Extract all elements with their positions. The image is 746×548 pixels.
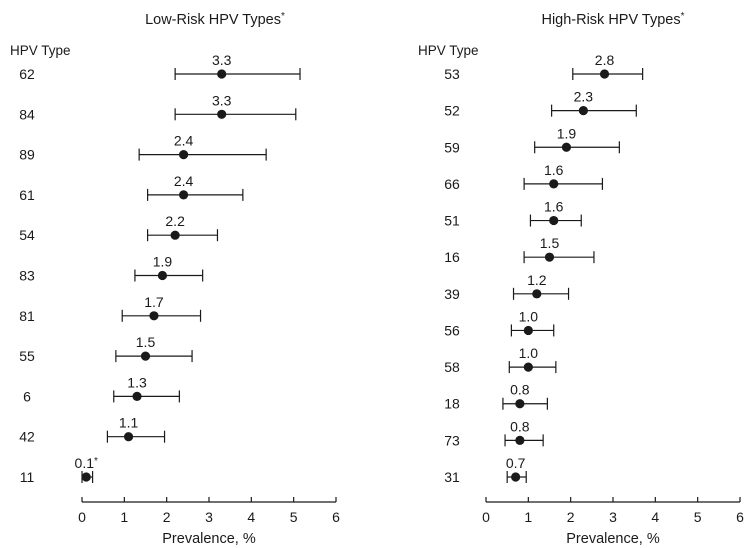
row-label: 89: [19, 147, 35, 163]
data-point: [523, 362, 533, 372]
row-label: 39: [444, 286, 460, 302]
data-label: 0.8: [510, 418, 530, 434]
data-label: 0.8: [510, 382, 530, 398]
data-label: 1.3: [127, 374, 147, 390]
row-label: 54: [19, 227, 35, 243]
data-label: 2.8: [595, 52, 615, 68]
row-label: 84: [19, 106, 35, 122]
chart-title: Low-Risk HPV Types*: [145, 11, 285, 28]
x-tick-label: 0: [482, 509, 490, 525]
data-label: 3.3: [212, 52, 232, 68]
data-point: [549, 215, 559, 226]
data-point: [179, 150, 189, 160]
data-label: 1.9: [557, 125, 577, 141]
row-label: 56: [444, 322, 460, 338]
data-point: [157, 270, 168, 281]
x-tick-label: 3: [205, 509, 213, 525]
data-point: [515, 435, 525, 445]
data-label: 1.6: [544, 199, 564, 215]
row-label: 55: [19, 348, 35, 364]
data-point: [179, 190, 189, 200]
row-label: 31: [444, 469, 460, 485]
data-label: 2.4: [174, 173, 194, 189]
row-label: 58: [444, 359, 460, 375]
data-point: [81, 472, 91, 482]
data-point: [599, 69, 610, 79]
data-point: [217, 109, 227, 119]
row-label: 73: [444, 432, 460, 448]
row-label: 52: [444, 103, 460, 119]
x-axis-label: Prevalence, %: [162, 531, 256, 547]
row-label: 62: [19, 66, 35, 82]
data-label: 1.9: [153, 254, 173, 270]
data-point: [511, 472, 521, 482]
x-tick-label: 3: [609, 509, 617, 525]
data-point: [123, 432, 134, 442]
data-label: 2.3: [574, 89, 594, 105]
data-point: [217, 69, 227, 79]
row-label: 61: [19, 187, 35, 203]
x-tick-label: 2: [567, 509, 575, 525]
data-point: [140, 351, 151, 361]
row-label: 16: [444, 249, 460, 265]
data-label: 1.1: [119, 415, 139, 431]
x-tick-label: 0: [78, 509, 86, 525]
row-label: 81: [19, 308, 35, 324]
row-label: 83: [19, 268, 35, 284]
data-point: [132, 391, 142, 401]
data-label: 1.5: [540, 235, 560, 251]
x-axis-label: Prevalence, %: [566, 531, 660, 547]
x-tick-label: 1: [120, 509, 128, 525]
data-label: 2.2: [165, 213, 185, 229]
row-header: HPV Type: [418, 43, 479, 58]
data-point: [549, 179, 559, 189]
data-point: [149, 311, 159, 321]
row-label: 53: [444, 66, 460, 82]
data-point: [515, 399, 525, 409]
x-tick-label: 4: [651, 509, 659, 525]
data-label: 1.0: [519, 308, 539, 324]
data-label: 1.2: [527, 272, 547, 288]
row-label: 6: [23, 388, 31, 404]
data-label: 1.6: [544, 162, 564, 178]
data-label: 0.7: [506, 455, 526, 471]
data-label: 1.5: [136, 334, 156, 350]
row-header: HPV Type: [10, 43, 71, 58]
row-label: 11: [20, 469, 35, 485]
data-point: [170, 230, 180, 240]
data-label: 3.3: [212, 92, 232, 108]
x-tick-label: 4: [247, 509, 255, 525]
row-label: 18: [444, 396, 460, 412]
row-label: 66: [444, 176, 460, 192]
row-label: 42: [19, 429, 35, 445]
chart-panel-high-risk: High-Risk HPV Types*HPV Type532.8522.359…: [418, 11, 744, 547]
data-point: [561, 142, 572, 152]
data-label: 1.7: [144, 294, 164, 310]
x-tick-label: 6: [332, 509, 340, 525]
data-point: [544, 252, 555, 262]
data-point: [523, 325, 533, 336]
chart-panel-low-risk: Low-Risk HPV Types*HPV Type623.3843.3892…: [10, 11, 340, 547]
x-tick-label: 5: [290, 509, 298, 525]
row-label: 59: [444, 139, 460, 155]
data-label: 1.0: [519, 345, 539, 361]
row-label: 51: [444, 213, 460, 229]
x-tick-label: 5: [694, 509, 702, 525]
data-point: [578, 106, 588, 116]
data-label: 2.4: [174, 133, 194, 149]
chart-title: High-Risk HPV Types*: [541, 11, 684, 28]
x-tick-label: 1: [524, 509, 532, 525]
x-tick-label: 2: [163, 509, 171, 525]
data-point: [532, 289, 542, 299]
x-tick-label: 6: [736, 509, 744, 525]
data-label: 0.1*: [75, 455, 98, 471]
